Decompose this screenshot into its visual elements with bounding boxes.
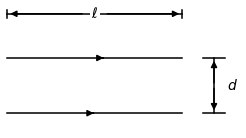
Text: $d$: $d$ <box>227 78 238 93</box>
Text: $\ell$: $\ell$ <box>91 6 98 21</box>
